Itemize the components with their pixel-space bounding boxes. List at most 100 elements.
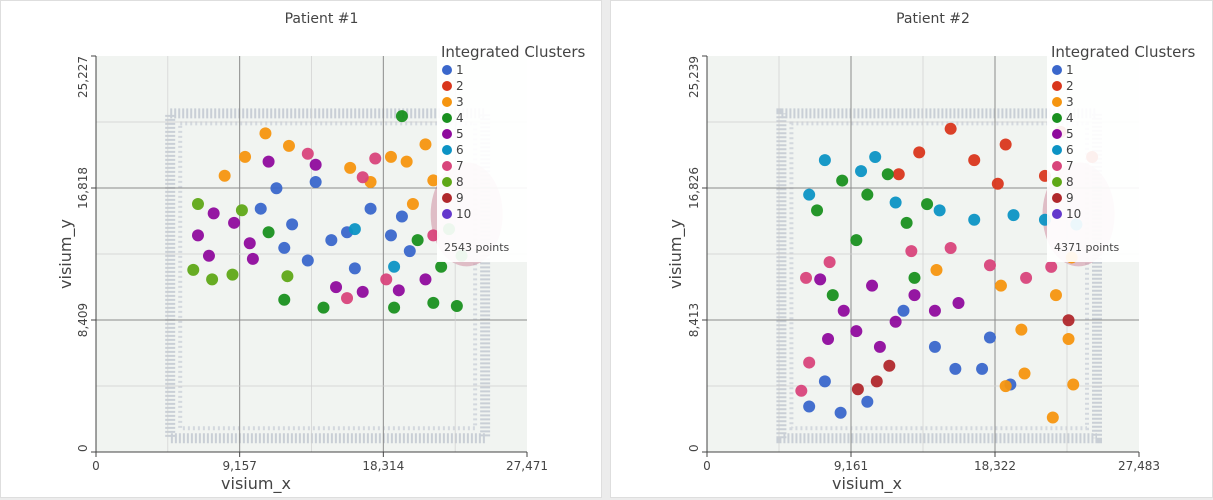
point-cluster-1 <box>983 331 996 344</box>
point-cluster-5 <box>837 304 850 317</box>
legend-item-7[interactable]: 7 <box>442 159 464 173</box>
point-cluster-3 <box>406 197 419 210</box>
legend-item-2[interactable]: 2 <box>1052 79 1074 93</box>
point-cluster-6 <box>869 151 882 164</box>
point-cluster-8 <box>187 263 200 276</box>
legend-item-8[interactable]: 8 <box>442 175 464 189</box>
point-cluster-5 <box>908 289 921 302</box>
point-cluster-5 <box>191 229 204 242</box>
point-cluster-3 <box>400 155 413 168</box>
point-cluster-4 <box>450 300 463 313</box>
legend-swatch <box>1052 81 1062 91</box>
legend-swatch <box>1052 97 1062 107</box>
legend-item-4[interactable]: 4 <box>442 111 464 125</box>
legend-swatch <box>1052 193 1062 203</box>
legend-item-3[interactable]: 3 <box>442 95 464 109</box>
legend-swatch <box>442 177 452 187</box>
point-cluster-5 <box>392 284 405 297</box>
legend-item-5[interactable]: 5 <box>1052 127 1074 141</box>
legend-label: 2 <box>456 79 464 93</box>
point-cluster-4 <box>861 188 874 201</box>
legend-title: Integrated Clusters <box>441 43 586 61</box>
legend-swatch <box>442 65 452 75</box>
point-cluster-7 <box>983 259 996 272</box>
legend-item-2[interactable]: 2 <box>442 79 464 93</box>
legend-label: 4 <box>456 111 464 125</box>
point-cluster-3 <box>419 138 432 151</box>
point-cluster-8 <box>226 268 239 281</box>
legend-background <box>437 38 597 262</box>
point-cluster-2 <box>991 177 1004 190</box>
point-cluster-7 <box>356 171 369 184</box>
point-cluster-2 <box>968 154 981 167</box>
point-cluster-5 <box>873 340 886 353</box>
y-tick-label: 25,239 <box>687 56 701 98</box>
point-cluster-5 <box>330 281 343 294</box>
legend-item-6[interactable]: 6 <box>442 143 464 157</box>
point-cluster-9 <box>883 359 896 372</box>
y-axis-title: visium_y <box>56 219 76 289</box>
point-cluster-7 <box>795 384 808 397</box>
point-cluster-4 <box>435 260 448 273</box>
legend-label: 7 <box>456 159 464 173</box>
legend-item-9[interactable]: 9 <box>442 191 464 205</box>
point-cluster-4 <box>811 204 824 217</box>
legend-item-9[interactable]: 9 <box>1052 191 1074 205</box>
point-cluster-1 <box>403 245 416 258</box>
x-tick-label: 27,471 <box>506 459 548 473</box>
panel-title: Patient #2 <box>896 11 970 27</box>
point-cluster-1 <box>818 375 831 388</box>
legend-swatch <box>1052 177 1062 187</box>
legend-item-7[interactable]: 7 <box>1052 159 1074 173</box>
point-cluster-4 <box>411 234 424 247</box>
legend-item-1[interactable]: 1 <box>1052 63 1074 77</box>
spot-frame-outer <box>776 108 1102 444</box>
point-cluster-7 <box>944 242 957 255</box>
point-cluster-1 <box>976 362 989 375</box>
patient-2-panel: 0 9,161 18,322 27,483 0 8,413 16,826 25,239 Pati… <box>610 0 1213 498</box>
legend-label: 5 <box>1066 127 1074 141</box>
point-cluster-5 <box>202 249 215 262</box>
point-cluster-6 <box>388 260 401 273</box>
legend-item-5[interactable]: 5 <box>442 127 464 141</box>
point-cluster-3 <box>1046 411 1059 424</box>
legend-swatch <box>1052 129 1062 139</box>
point-cluster-4 <box>388 301 401 314</box>
legend-label: 3 <box>456 95 464 109</box>
point-cluster-5 <box>243 237 256 250</box>
point-cluster-6 <box>348 223 361 236</box>
point-cluster-1 <box>270 182 283 195</box>
x-tick-label: 9,161 <box>834 459 868 473</box>
legend-item-10[interactable]: 10 <box>1052 207 1081 221</box>
legend-item-8[interactable]: 8 <box>1052 175 1074 189</box>
point-cluster-7 <box>803 356 816 369</box>
y-tick-label: 16,826 <box>687 167 701 209</box>
legend-item-4[interactable]: 4 <box>1052 111 1074 125</box>
legend-swatch <box>442 113 452 123</box>
legend-item-3[interactable]: 3 <box>1052 95 1074 109</box>
legend-swatch <box>442 145 452 155</box>
point-cluster-1 <box>803 400 816 413</box>
legend-item-10[interactable]: 10 <box>442 207 471 221</box>
panel-title: Patient #1 <box>285 11 359 27</box>
patient-1-chart: 0 9,157 18,314 27,471 0 8,409 16,818 25,227 Pati… <box>56 11 597 494</box>
point-cluster-1 <box>834 406 847 419</box>
point-cluster-3 <box>1015 323 1028 336</box>
legend-swatch <box>1052 161 1062 171</box>
patient-2-chart: 0 9,161 18,322 27,483 0 8,413 16,826 25,239 Pati… <box>666 11 1207 494</box>
point-cluster-6 <box>933 204 946 217</box>
point-cluster-8 <box>281 270 294 283</box>
point-cluster-1 <box>384 229 397 242</box>
legend-label: 9 <box>1066 191 1074 205</box>
point-cluster-5 <box>928 304 941 317</box>
point-cluster-3 <box>427 174 440 187</box>
legend-swatch <box>1052 209 1062 219</box>
legend-swatch <box>1052 113 1062 123</box>
legend-item-6[interactable]: 6 <box>1052 143 1074 157</box>
point-cluster-4 <box>900 216 913 229</box>
legend-item-1[interactable]: 1 <box>442 63 464 77</box>
legend-swatch <box>1052 145 1062 155</box>
point-cluster-5 <box>262 155 275 168</box>
point-cluster-5 <box>952 296 965 309</box>
legend-swatch <box>442 129 452 139</box>
